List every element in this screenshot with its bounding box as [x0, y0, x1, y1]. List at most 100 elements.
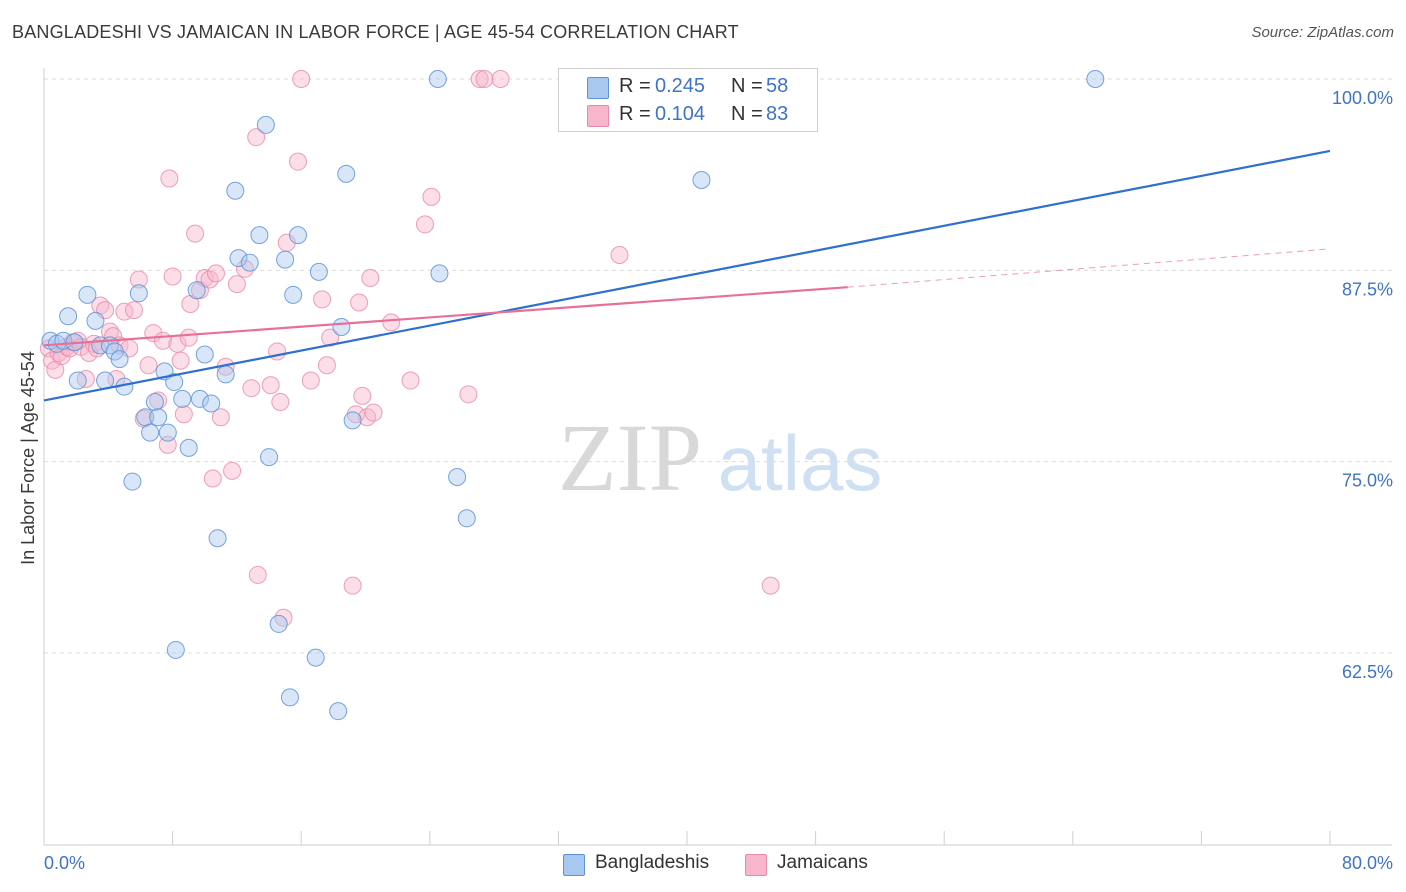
jamaican-point — [301, 371, 320, 390]
jamaican-point — [242, 379, 261, 398]
jamaican-point — [129, 270, 148, 289]
bangladeshi-point — [141, 423, 160, 442]
chart-title: BANGLADESHI VS JAMAICAN IN LABOR FORCE |… — [12, 22, 739, 42]
bangladeshi-point — [1086, 70, 1105, 88]
jamaican-point — [313, 290, 332, 309]
bangladeshi-point — [158, 423, 177, 442]
legend-label-bangladeshis: Bangladeshis — [595, 852, 710, 873]
axes — [43, 68, 1392, 846]
jamaican-point — [317, 356, 336, 375]
bangladeshi-point — [332, 317, 351, 336]
bangladeshi-point — [309, 262, 328, 281]
bangladeshi-point — [149, 408, 168, 427]
legend-n-value: 58 — [766, 75, 789, 97]
bangladeshi-point — [288, 226, 307, 245]
legend-swatch-pink — [745, 854, 767, 876]
bangladeshi-point — [145, 392, 164, 411]
jamaican-point — [160, 169, 179, 188]
watermark-atlas: atlas — [718, 419, 883, 507]
jamaican-point — [248, 565, 267, 584]
jamaican-point — [261, 376, 280, 395]
bangladeshi-point — [68, 371, 87, 390]
jamaican-point — [271, 392, 290, 411]
jamaican-point — [203, 469, 222, 488]
bangladeshi-point — [165, 373, 184, 392]
jamaican-point — [288, 152, 307, 171]
jamaican-point — [415, 215, 434, 234]
jamaican-point — [163, 267, 182, 286]
jamaicans-points — [39, 70, 780, 627]
jamaican-point — [361, 268, 380, 287]
legend-n-label: N = — [731, 103, 763, 125]
jamaican-point — [382, 313, 401, 332]
jamaican-point — [235, 259, 254, 278]
jamaican-point — [358, 408, 377, 427]
jamaican-point — [353, 386, 372, 405]
bangladeshi-point — [337, 164, 356, 183]
bangladeshi-point — [457, 509, 476, 528]
legend-r-value: 0.245 — [655, 75, 706, 97]
y-tick-label: 75.0% — [1342, 471, 1393, 491]
bangladeshi-point — [216, 365, 235, 384]
jamaican-point — [223, 461, 242, 480]
bangladeshi-point — [280, 688, 299, 707]
y-tick-label: 100.0% — [1332, 88, 1393, 108]
jamaican-point — [179, 328, 198, 347]
jamaican-point — [115, 302, 134, 321]
jamaican-point — [350, 293, 369, 312]
bangladeshi-point — [428, 70, 447, 88]
jamaican-point — [422, 187, 441, 206]
bangladeshi-point — [260, 448, 279, 467]
bangladeshi-point — [166, 640, 185, 659]
legend-swatch-blue — [563, 854, 585, 876]
jamaicans-trend-line — [43, 286, 848, 347]
x-tick-label: 0.0% — [44, 853, 85, 873]
bangladeshi-point — [343, 411, 362, 430]
y-axis-title: In Labor Force | Age 45-54 — [18, 351, 38, 565]
bangladeshi-point — [229, 249, 248, 268]
bangladeshi-point — [329, 702, 348, 721]
legend-label-jamaicans: Jamaicans — [777, 852, 868, 873]
watermark-zip: ZIP — [558, 404, 702, 511]
legend-r-label: R = — [619, 75, 651, 97]
jamaican-point — [211, 408, 230, 427]
legend-row-jamaicans: R = 0.104 N = 83 — [559, 101, 817, 129]
bangladeshis-trend-line — [43, 149, 1331, 402]
tick-labels: 62.5% 75.0% 87.5% 100.0% 0.0% 80.0% — [44, 88, 1393, 873]
bangladeshi-point — [187, 281, 206, 300]
y-tick-label: 62.5% — [1342, 662, 1393, 682]
legend-n-label: N = — [731, 75, 763, 97]
x-tick-label: 80.0% — [1342, 853, 1393, 873]
trend-lines — [43, 149, 1331, 402]
bangladeshi-point — [226, 181, 245, 200]
jamaican-point — [321, 328, 340, 347]
jamaican-point — [186, 224, 205, 243]
bangladeshi-point — [250, 226, 269, 245]
jamaican-point — [292, 70, 311, 88]
bangladeshi-point — [448, 467, 467, 486]
jamaican-point — [364, 403, 383, 422]
bangladeshi-point — [240, 253, 259, 272]
zipatlas-watermark: ZIP atlas — [558, 404, 882, 511]
gridlines — [44, 78, 1392, 654]
bangladeshi-point — [123, 472, 142, 491]
jamaican-point — [491, 70, 510, 88]
bangladeshi-point — [59, 307, 78, 326]
jamaican-point — [401, 371, 420, 390]
jamaican-point — [174, 405, 193, 424]
bangladeshi-point — [78, 285, 97, 304]
bangladeshi-point — [430, 264, 449, 283]
bangladeshis-points — [41, 70, 1105, 721]
jamaicans-trend-extension — [847, 248, 1331, 288]
bangladeshi-point — [208, 529, 227, 548]
jamaican-point — [761, 576, 780, 595]
bangladeshi-point — [190, 389, 209, 408]
jamaican-point — [610, 246, 629, 265]
bangladeshi-point — [276, 250, 295, 269]
bangladeshi-point — [195, 345, 214, 364]
bangladeshi-point — [256, 115, 275, 134]
jamaican-point — [227, 275, 246, 294]
bangladeshi-point — [692, 171, 711, 190]
legend-swatch-blue — [587, 77, 609, 99]
